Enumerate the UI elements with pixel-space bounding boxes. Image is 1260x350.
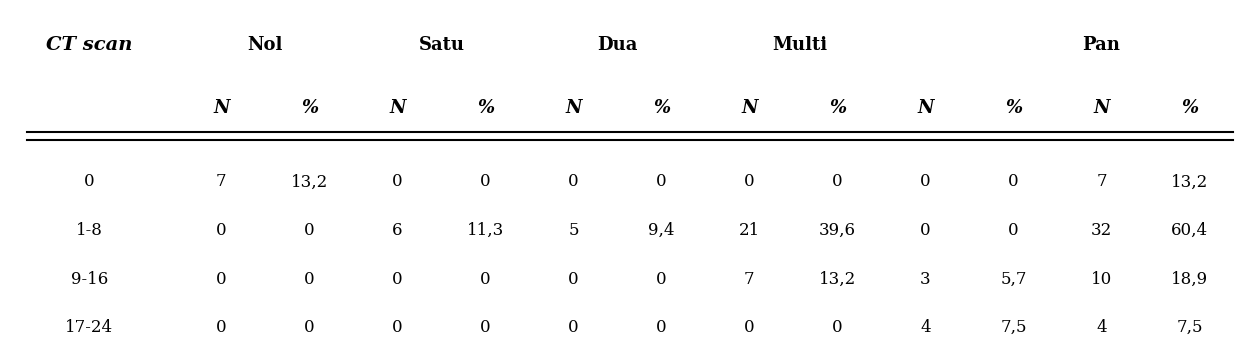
- Text: 4: 4: [920, 319, 931, 336]
- Text: 0: 0: [568, 174, 578, 190]
- Text: 0: 0: [832, 319, 843, 336]
- Text: 7: 7: [217, 174, 227, 190]
- Text: 0: 0: [745, 174, 755, 190]
- Text: Dua: Dua: [597, 36, 638, 54]
- Text: %: %: [1005, 99, 1022, 117]
- Text: 0: 0: [217, 271, 227, 288]
- Text: 18,9: 18,9: [1171, 271, 1208, 288]
- Text: Satu: Satu: [418, 36, 465, 54]
- Text: %: %: [653, 99, 670, 117]
- Text: 7,5: 7,5: [1000, 319, 1027, 336]
- Text: 0: 0: [568, 271, 578, 288]
- Text: 3: 3: [920, 271, 931, 288]
- Text: 0: 0: [656, 174, 667, 190]
- Text: Pan: Pan: [1082, 36, 1120, 54]
- Text: 7,5: 7,5: [1177, 319, 1203, 336]
- Text: 7: 7: [745, 271, 755, 288]
- Text: 6: 6: [392, 222, 403, 239]
- Text: 5: 5: [568, 222, 578, 239]
- Text: 0: 0: [480, 271, 490, 288]
- Text: 9-16: 9-16: [71, 271, 108, 288]
- Text: N: N: [566, 99, 582, 117]
- Text: 1-8: 1-8: [76, 222, 103, 239]
- Text: 17-24: 17-24: [66, 319, 113, 336]
- Text: N: N: [389, 99, 406, 117]
- Text: 0: 0: [656, 271, 667, 288]
- Text: 0: 0: [745, 319, 755, 336]
- Text: 5,7: 5,7: [1000, 271, 1027, 288]
- Text: 7: 7: [1096, 174, 1106, 190]
- Text: 21: 21: [738, 222, 760, 239]
- Text: 0: 0: [217, 319, 227, 336]
- Text: 13,2: 13,2: [819, 271, 856, 288]
- Text: 0: 0: [392, 319, 403, 336]
- Text: 0: 0: [920, 174, 931, 190]
- Text: 10: 10: [1091, 271, 1113, 288]
- Text: 13,2: 13,2: [1171, 174, 1208, 190]
- Text: CT scan: CT scan: [47, 36, 132, 54]
- Text: 0: 0: [568, 319, 578, 336]
- Text: 0: 0: [656, 319, 667, 336]
- Text: 0: 0: [1008, 174, 1019, 190]
- Text: %: %: [301, 99, 318, 117]
- Text: %: %: [476, 99, 494, 117]
- Text: 0: 0: [304, 271, 315, 288]
- Text: Multi: Multi: [772, 36, 828, 54]
- Text: 32: 32: [1091, 222, 1113, 239]
- Text: 0: 0: [920, 222, 931, 239]
- Text: 0: 0: [84, 174, 94, 190]
- Text: 0: 0: [392, 271, 403, 288]
- Text: 0: 0: [480, 319, 490, 336]
- Text: 0: 0: [1008, 222, 1019, 239]
- Text: 4: 4: [1096, 319, 1106, 336]
- Text: N: N: [213, 99, 229, 117]
- Text: 0: 0: [304, 319, 315, 336]
- Text: 9,4: 9,4: [648, 222, 674, 239]
- Text: 0: 0: [217, 222, 227, 239]
- Text: 39,6: 39,6: [819, 222, 856, 239]
- Text: 60,4: 60,4: [1171, 222, 1208, 239]
- Text: 0: 0: [392, 174, 403, 190]
- Text: N: N: [741, 99, 757, 117]
- Text: Nol: Nol: [248, 36, 284, 54]
- Text: %: %: [1181, 99, 1198, 117]
- Text: N: N: [917, 99, 934, 117]
- Text: %: %: [829, 99, 845, 117]
- Text: 0: 0: [832, 174, 843, 190]
- Text: 0: 0: [480, 174, 490, 190]
- Text: 0: 0: [304, 222, 315, 239]
- Text: 13,2: 13,2: [291, 174, 328, 190]
- Text: N: N: [1094, 99, 1110, 117]
- Text: 11,3: 11,3: [466, 222, 504, 239]
